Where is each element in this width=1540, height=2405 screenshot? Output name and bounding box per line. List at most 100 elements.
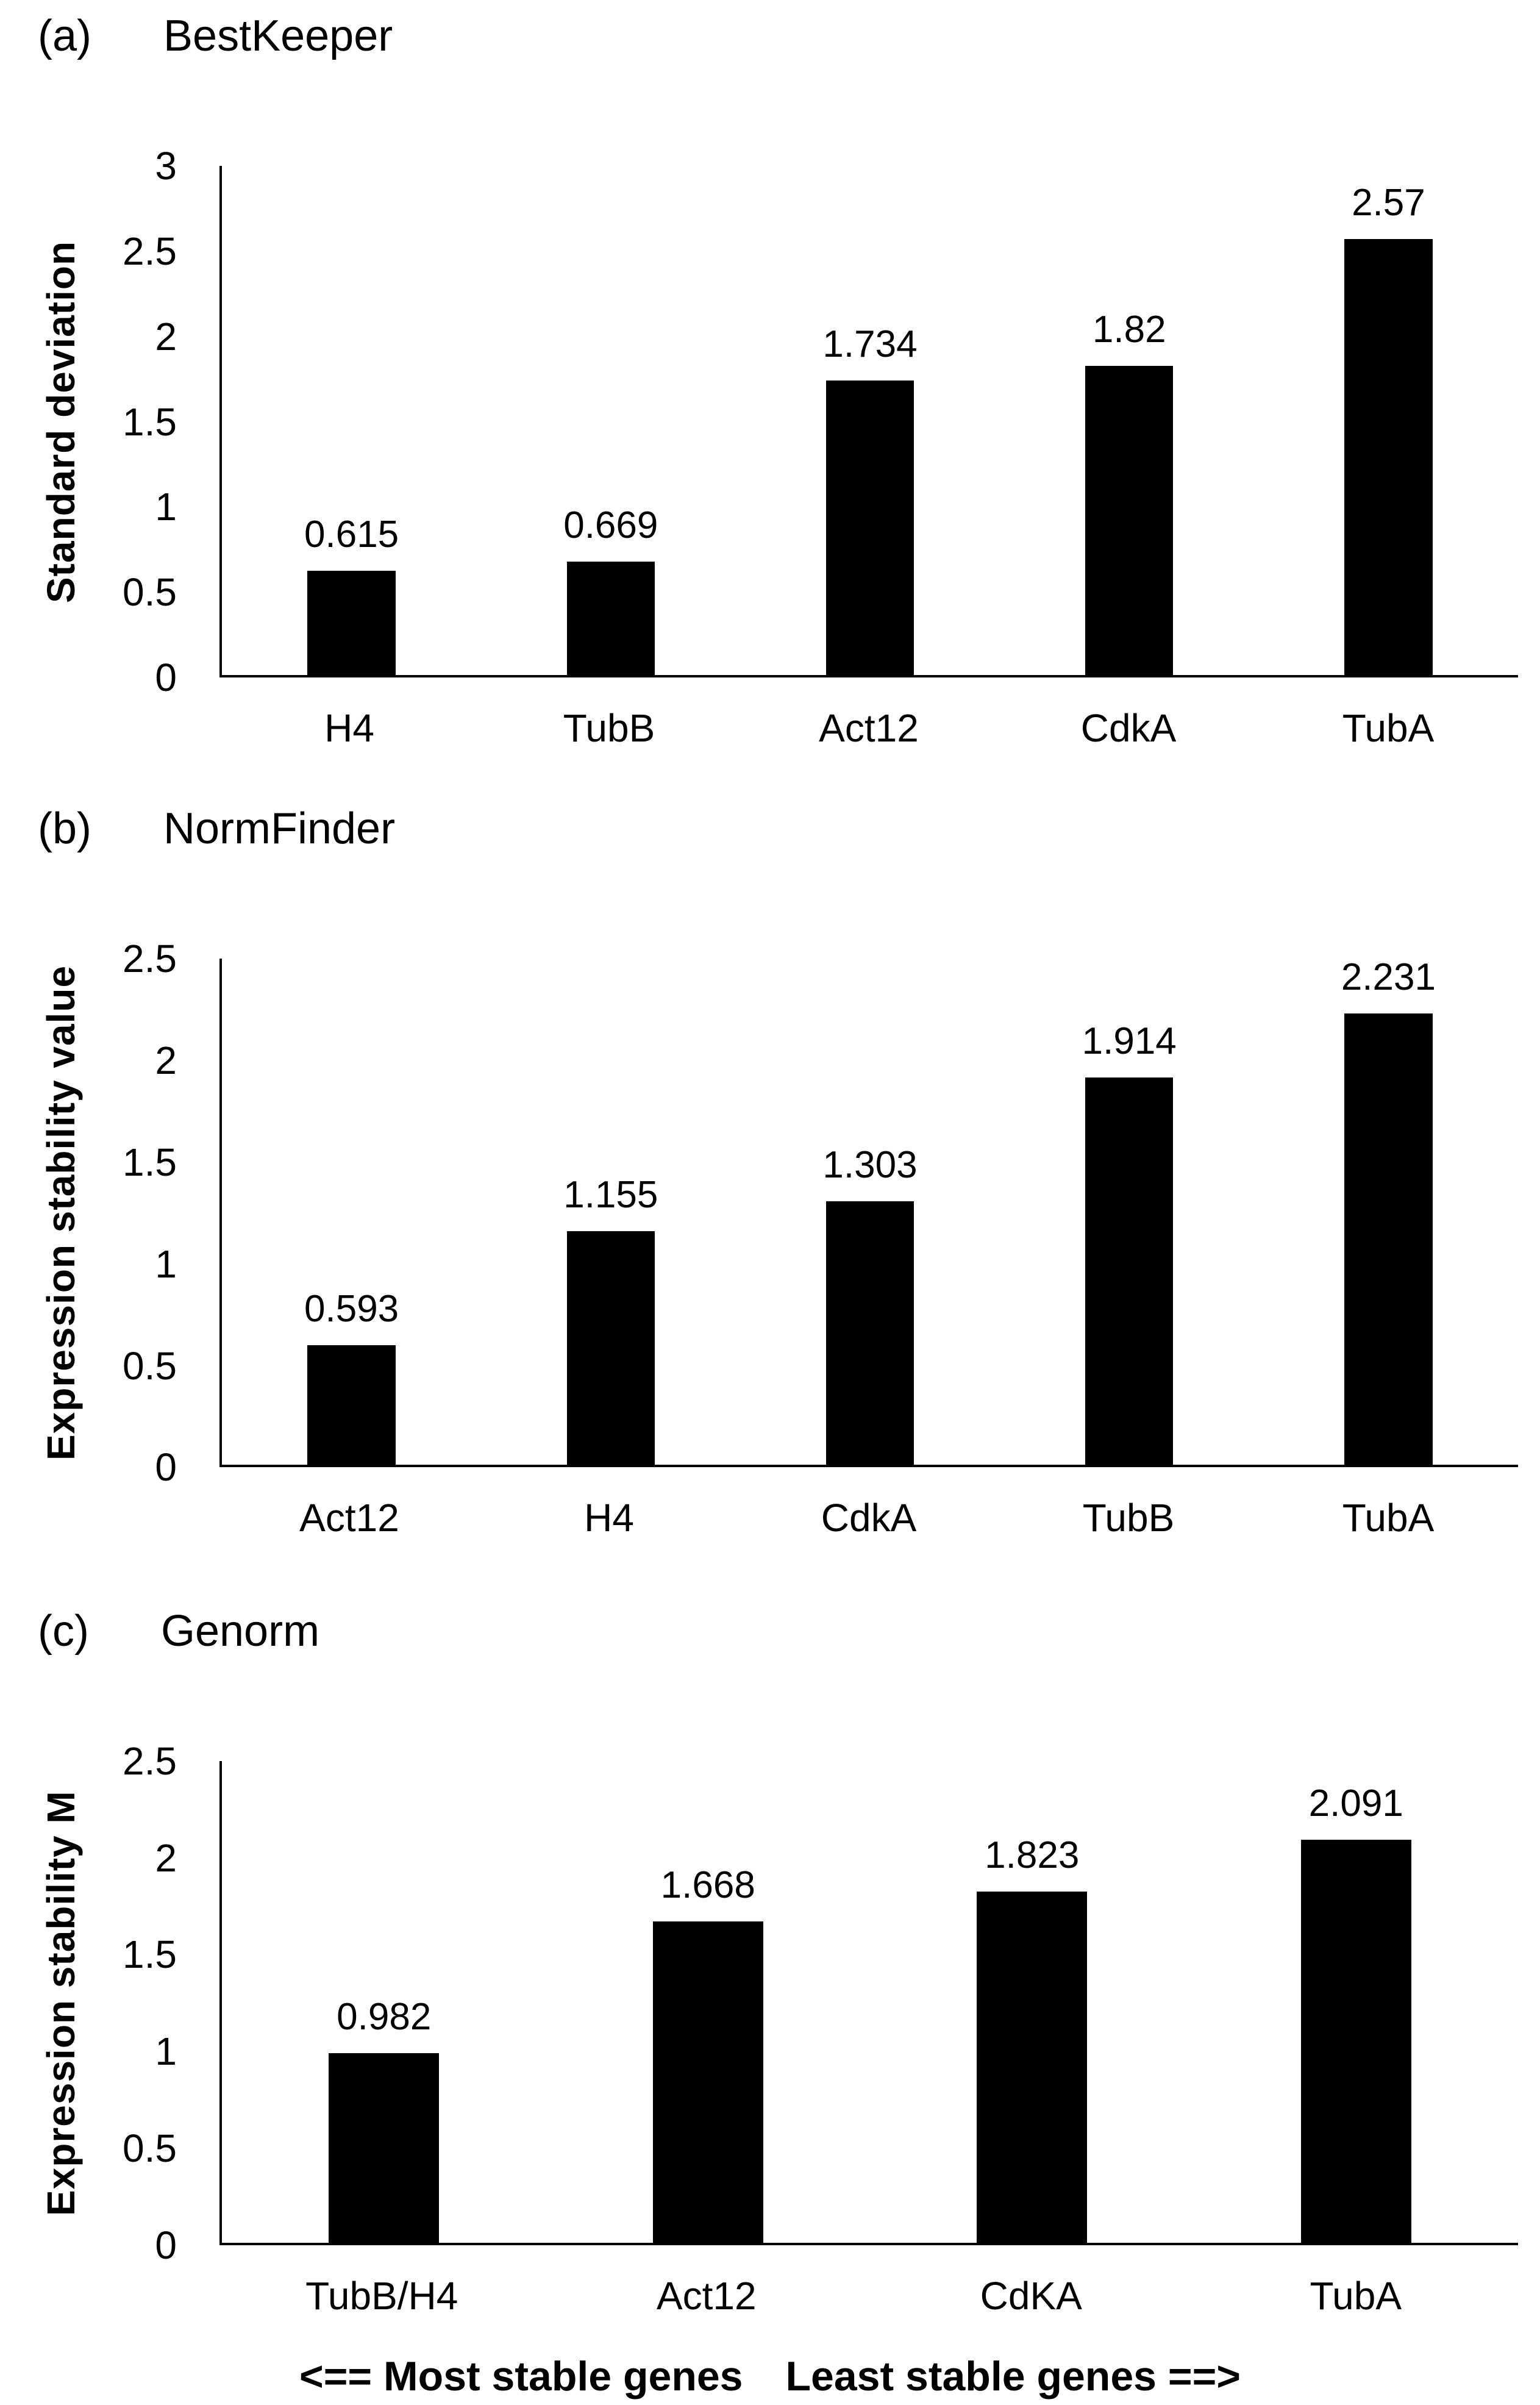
bar-slot: 2.091: [1194, 1761, 1519, 2243]
bar-value-label: 1.303: [822, 1143, 918, 1186]
panel-c-label: (c): [38, 1606, 89, 1656]
bar-CdkA: [1085, 366, 1174, 675]
y-tick-label: 3: [155, 144, 177, 188]
bar-H4: [566, 1231, 655, 1465]
bar-value-label: 1.82: [1092, 309, 1166, 351]
chart-genorm: Expression stability M 0 0.5 1 1.5 2 2.5 0.98…: [12, 1742, 1519, 2318]
y-tick-label: 2.5: [123, 937, 177, 981]
bar-value-label: 1.823: [985, 1834, 1080, 1876]
panel-a-bestkeeper: (a) BestKeeper Standard deviation 0 0.5 1 1…: [0, 0, 1540, 749]
x-category-label: TubA: [1342, 1496, 1435, 1540]
x-category-label: TubA: [1342, 706, 1435, 750]
x-category-label: CdkA: [821, 1496, 917, 1540]
panel-a-title: BestKeeper: [163, 12, 393, 60]
bar-value-label: 2.091: [1308, 1782, 1403, 1825]
panel-c-title: Genorm: [160, 1606, 320, 1656]
bar-slot: 1.303: [740, 959, 999, 1465]
most-stable-genes-caption: <== Most stable genes: [299, 2353, 743, 2400]
x-category-label: TubB: [563, 706, 655, 750]
bar-value-label: 1.734: [822, 323, 918, 366]
bar-value-label: 0.669: [563, 504, 658, 546]
bar-TubB: [566, 561, 655, 675]
y-tick-label: 0.5: [123, 2126, 177, 2170]
bar-value-label: 2.57: [1352, 181, 1425, 224]
bar-slot: 0.593: [222, 959, 481, 1465]
bar-H4: [307, 570, 396, 675]
bar-slot: 2.231: [1259, 959, 1518, 1465]
bar-TubB/H4: [329, 2053, 440, 2243]
bar-TubA: [1300, 1840, 1411, 2243]
x-axis-labels: H4 TubB Act12 CdkA TubA: [219, 706, 1518, 750]
y-axis-label: Expression stability value: [39, 965, 83, 1461]
y-tick-label: 2.5: [123, 229, 177, 273]
panel-b-label: (b): [38, 804, 91, 854]
x-category-label: CdkA: [1080, 706, 1177, 750]
bar-Act12: [825, 381, 914, 675]
bar-CdKA: [977, 1891, 1088, 2243]
panel-b-header: (b) NormFinder: [38, 801, 1518, 856]
y-tick-label: 2.5: [123, 1739, 177, 1783]
bar-value-label: 0.615: [304, 513, 399, 556]
chart-normfinder: Expression stability value 0 0.5 1 1.5 2 2.5 …: [12, 939, 1518, 1540]
y-tick-label: 0: [155, 2223, 177, 2267]
x-category-label: TubB: [1082, 1496, 1175, 1540]
bar-slot: 1.734: [740, 166, 999, 675]
bar-slot: 2.57: [1259, 166, 1518, 675]
stability-axis-caption: <== Most stable genes Least stable genes…: [0, 2354, 1540, 2400]
plot-area: 0.615 0.669 1.734 1.82 2.57: [219, 166, 1518, 677]
bar-slot: 1.155: [481, 959, 740, 1465]
bar-slot: 1.668: [546, 1761, 871, 2243]
y-tick-label: 2: [155, 1835, 177, 1880]
bar-value-label: 1.155: [563, 1173, 658, 1216]
x-category-label: TubB/H4: [305, 2273, 458, 2318]
y-tick-label: 1: [155, 2029, 177, 2074]
panel-a-header: (a) BestKeeper: [38, 9, 1518, 63]
bar-value-label: 0.593: [304, 1287, 399, 1330]
y-axis-ticks: 0 0.5 1 1.5 2 2.5: [110, 939, 219, 1487]
bar-TubA: [1344, 1013, 1433, 1465]
x-category-label: Act12: [819, 706, 919, 750]
chart-bestkeeper: Standard deviation 0 0.5 1 1.5 2 2.5 3 0.615 0.…: [12, 146, 1518, 750]
plot-area: 0.982 1.668 1.823 2.091: [219, 1760, 1519, 2245]
x-category-label: TubA: [1310, 2273, 1402, 2318]
y-tick-label: 0: [155, 1445, 177, 1490]
least-stable-genes-caption: Least stable genes ==>: [785, 2353, 1241, 2400]
bar-slot: 1.82: [1000, 166, 1259, 675]
y-tick-label: 0.5: [123, 570, 177, 615]
y-axis-label: Standard deviation: [39, 240, 83, 603]
y-tick-label: 2: [155, 1038, 177, 1083]
x-category-label: H4: [324, 706, 374, 750]
x-axis-labels: Act12 H4 CdkA TubB TubA: [219, 1496, 1518, 1540]
bar-TubA: [1344, 238, 1433, 675]
bar-slot: 1.914: [1000, 959, 1259, 1465]
bar-TubB: [1085, 1077, 1174, 1465]
y-tick-label: 1.5: [123, 1932, 177, 1977]
y-tick-label: 0: [155, 656, 177, 699]
bar-slot: 0.615: [222, 166, 481, 675]
bar-slot: 0.982: [222, 1761, 546, 2243]
x-axis-labels: TubB/H4 Act12 CdKA TubA: [219, 2273, 1518, 2318]
panel-b-title: NormFinder: [163, 804, 396, 854]
y-tick-label: 2: [155, 314, 177, 359]
plot-area: 0.593 1.155 1.303 1.914 2.231: [219, 959, 1518, 1468]
panel-c-header: (c) Genorm: [38, 1604, 1518, 1659]
y-tick-label: 1: [155, 485, 177, 529]
y-tick-label: 1.5: [123, 1140, 177, 1184]
y-axis-ticks: 0 0.5 1 1.5 2 2.5: [110, 1742, 219, 2265]
x-category-label: CdKA: [980, 2273, 1082, 2318]
y-axis-label: Expression stability M: [39, 1790, 83, 2216]
panel-a-label: (a): [38, 12, 91, 60]
bar-slot: 1.823: [870, 1761, 1194, 2243]
x-category-label: Act12: [299, 1496, 399, 1540]
y-tick-label: 1: [155, 1242, 177, 1286]
y-tick-label: 0.5: [123, 1343, 177, 1388]
x-category-label: H4: [584, 1496, 634, 1540]
panel-b-normfinder: (b) NormFinder Expression stability valu…: [0, 801, 1540, 1540]
bar-value-label: 1.914: [1082, 1020, 1177, 1062]
y-axis-ticks: 0 0.5 1 1.5 2 2.5 3: [110, 146, 219, 697]
bar-Act12: [652, 1921, 763, 2243]
y-tick-label: 1.5: [123, 399, 177, 444]
panel-c-genorm: (c) Genorm Expression stability M 0 0.5 1 1…: [0, 1604, 1540, 2317]
bar-value-label: 1.668: [660, 1864, 755, 1906]
